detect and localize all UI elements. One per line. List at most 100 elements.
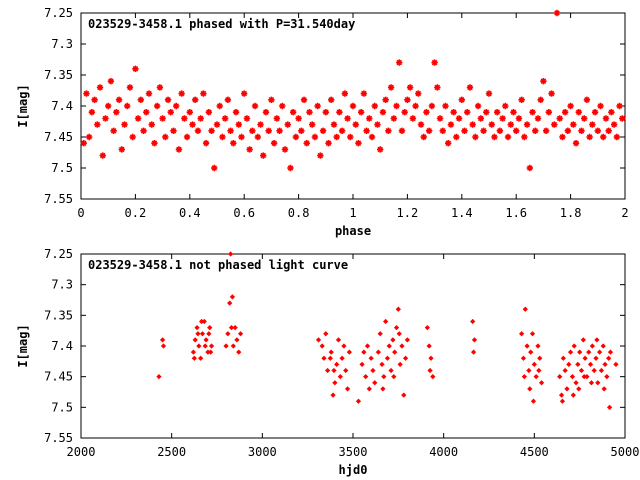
data-point <box>279 102 286 110</box>
y-tick-label: 7.45 <box>44 130 73 144</box>
data-point <box>208 127 215 134</box>
data-point <box>227 300 233 306</box>
data-point <box>374 121 381 128</box>
data-point <box>540 78 547 85</box>
x-tick-label: 1 <box>349 206 356 220</box>
data-point <box>530 398 537 404</box>
data-point <box>406 84 414 91</box>
data-point <box>178 90 185 97</box>
data-point <box>569 374 576 380</box>
data-point <box>493 109 501 116</box>
data-point <box>197 115 204 122</box>
phased-light-curve-panel: 023529-3458.1 phased with P=31.540day ph… <box>16 6 629 238</box>
data-point <box>605 127 612 134</box>
data-point <box>363 127 370 134</box>
data-point <box>519 331 525 337</box>
data-point <box>600 343 606 349</box>
data-point <box>336 109 343 116</box>
data-point <box>300 96 308 103</box>
data-point <box>303 140 310 147</box>
data-point <box>526 164 533 172</box>
data-point <box>80 140 87 147</box>
data-point <box>254 133 261 141</box>
data-point <box>159 337 166 343</box>
data-point <box>384 355 391 361</box>
data-point <box>328 349 334 355</box>
data-point <box>560 355 566 361</box>
data-point <box>485 90 493 97</box>
x-axis-label: hjd0 <box>339 463 368 477</box>
data-point <box>385 127 392 134</box>
data-point <box>471 337 478 343</box>
data-point <box>289 109 297 116</box>
data-point <box>368 133 376 141</box>
data-point <box>594 127 601 134</box>
data-point <box>577 349 583 355</box>
data-point <box>224 96 232 103</box>
data-point <box>561 109 569 116</box>
data-point <box>366 386 372 392</box>
data-point <box>601 386 607 392</box>
data-point <box>404 337 411 343</box>
data-point <box>94 121 101 128</box>
data-point <box>347 133 354 141</box>
data-point <box>580 337 586 343</box>
data-point <box>317 152 324 159</box>
data-point <box>600 133 607 141</box>
data-point <box>575 361 581 368</box>
data-point <box>129 133 136 141</box>
data-point <box>431 59 438 66</box>
data-point <box>391 374 397 380</box>
data-point <box>597 102 604 110</box>
data-point <box>396 331 402 337</box>
data-point <box>536 367 542 374</box>
data-point <box>589 121 596 128</box>
y-tick-label: 7.25 <box>44 6 73 20</box>
y-tick-label: 7.25 <box>44 247 73 261</box>
data-point <box>537 355 543 361</box>
data-point <box>363 374 369 380</box>
data-point <box>582 355 588 361</box>
data-point <box>602 115 610 122</box>
data-point <box>409 115 417 122</box>
data-point <box>531 361 537 368</box>
data-point <box>292 133 300 141</box>
data-point <box>529 331 536 337</box>
data-point <box>223 343 229 349</box>
x-tick-label: 0 <box>77 206 84 220</box>
data-point <box>208 343 215 349</box>
data-point <box>595 380 601 386</box>
unphased-light-curve-panel: 023529-3458.1 not phased light curve hjd… <box>16 247 639 477</box>
data-point <box>586 349 592 355</box>
data-point <box>270 140 278 147</box>
data-point <box>105 102 112 110</box>
data-point <box>566 361 572 368</box>
data-point <box>344 115 351 122</box>
data-point <box>499 115 506 122</box>
data-point <box>442 102 449 110</box>
data-point <box>216 102 223 110</box>
data-point <box>234 337 240 343</box>
data-point <box>360 90 368 97</box>
data-point <box>470 349 477 355</box>
data-point <box>380 386 386 392</box>
data-point <box>529 109 536 116</box>
data-point <box>211 164 218 172</box>
data-point <box>567 349 574 355</box>
y-axis-label: I[mag] <box>16 84 30 127</box>
x-tick-label: 0.4 <box>179 206 201 220</box>
data-point <box>232 109 240 116</box>
data-point <box>268 96 275 103</box>
data-point <box>588 380 595 386</box>
data-point <box>91 96 98 103</box>
data-point <box>102 115 109 122</box>
data-point <box>399 343 405 349</box>
data-point <box>591 109 599 116</box>
data-point <box>604 374 610 380</box>
data-point <box>477 115 485 122</box>
data-points <box>80 9 626 172</box>
data-point <box>151 140 158 147</box>
data-point <box>461 127 468 134</box>
x-tick-label: 4000 <box>429 445 458 459</box>
data-point <box>346 349 352 355</box>
